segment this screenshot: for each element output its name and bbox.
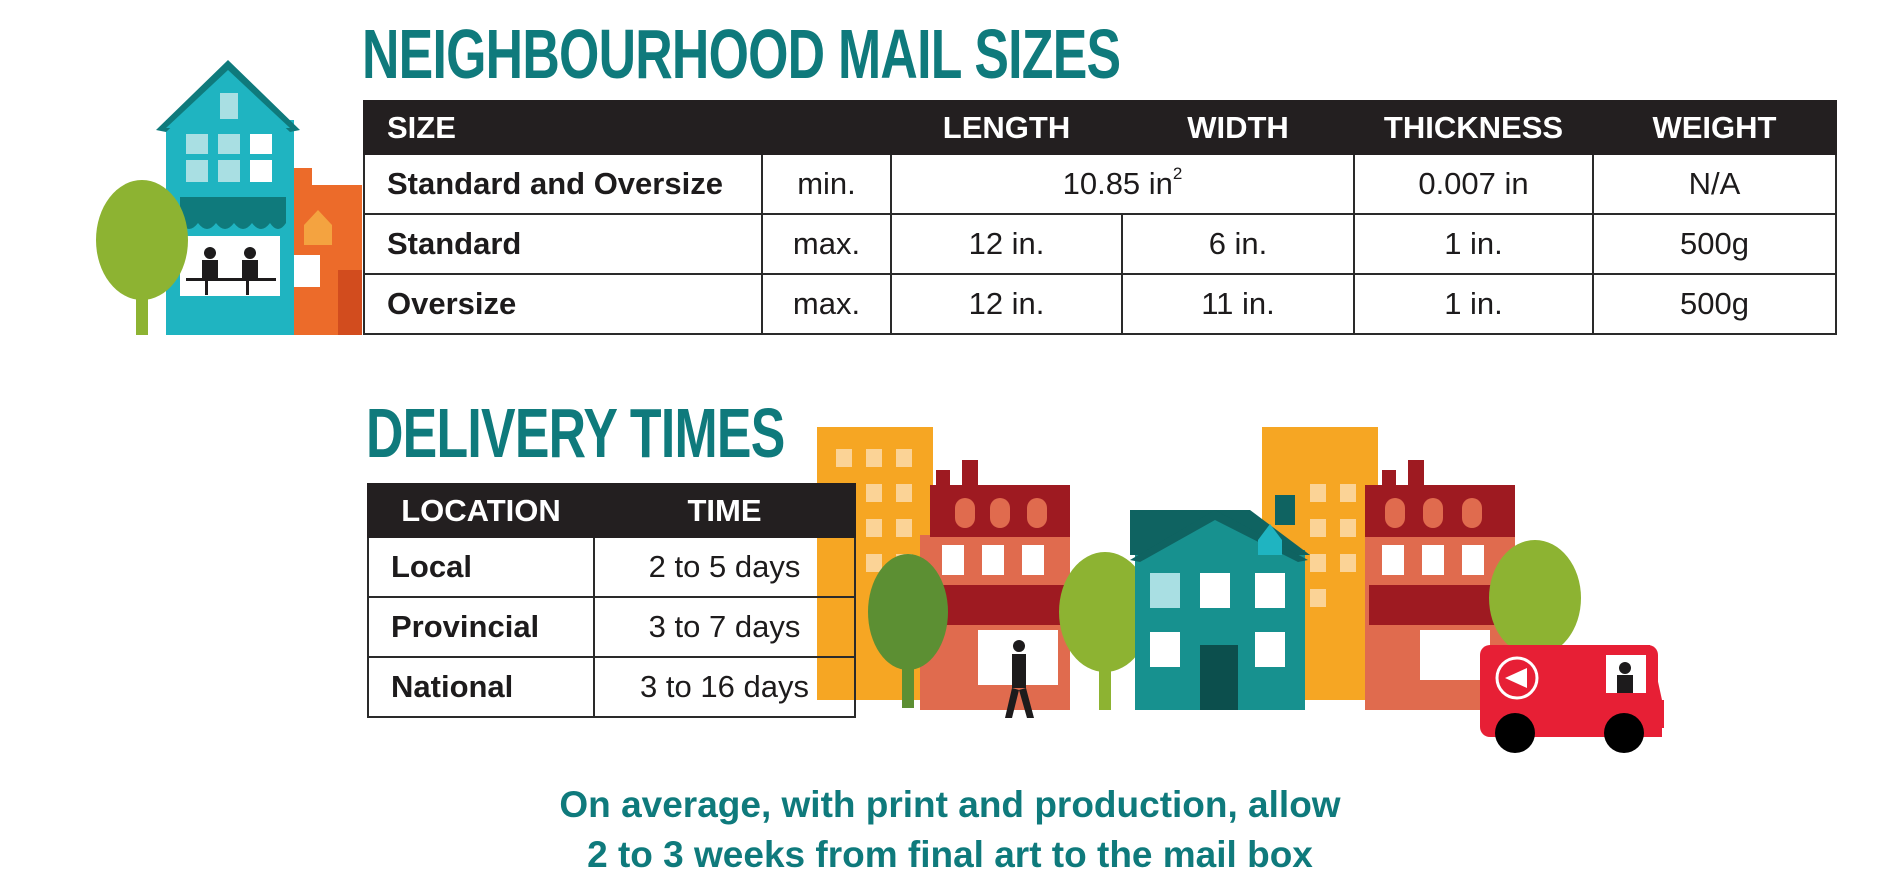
header-location: LOCATION (367, 483, 595, 538)
orange-tower-right (1262, 427, 1378, 700)
mail-truck (1480, 645, 1664, 753)
min-area: 10.85 in2 (890, 153, 1355, 215)
note-line-1: On average, with print and production, a… (559, 784, 1341, 825)
row-name: Standard (363, 213, 763, 275)
row-thickness: 0.007 in (1353, 153, 1594, 215)
row-limit: max. (761, 213, 892, 275)
header-size: SIZE (363, 100, 892, 155)
tree-middle (1059, 552, 1151, 672)
teal-house (166, 120, 294, 335)
table-row: National 3 to 16 days (367, 656, 856, 718)
mail-sizes-heading: NEIGHBOURHOOD MAIL SIZES (362, 15, 1121, 93)
row-time: 3 to 7 days (593, 596, 856, 658)
tree-dark (868, 554, 948, 670)
tree-right (1489, 540, 1581, 656)
row-time: 2 to 5 days (593, 536, 856, 598)
row-weight: 500g (1592, 213, 1837, 275)
row-name: Oversize (363, 273, 763, 335)
mail-sizes-table: SIZE LENGTH WIDTH THICKNESS WEIGHT Stand… (363, 100, 1837, 335)
delivery-times-table: LOCATION TIME Local 2 to 5 days Provinci… (367, 483, 856, 718)
row-thickness: 1 in. (1353, 273, 1594, 335)
row-width: 6 in. (1121, 213, 1355, 275)
delivery-times-heading: DELIVERY TIMES (366, 394, 785, 472)
table-row: Local 2 to 5 days (367, 536, 856, 598)
table-header-row: SIZE LENGTH WIDTH THICKNESS WEIGHT (363, 100, 1837, 155)
red-building-1 (920, 535, 1070, 710)
row-weight: 500g (1592, 273, 1837, 335)
table-row: Oversize max. 12 in. 11 in. 1 in. 500g (363, 273, 1837, 335)
table-row: Standard and Oversize min. 10.85 in2 0.0… (363, 153, 1837, 215)
note-line-2: 2 to 3 weeks from final art to the mail … (587, 834, 1313, 875)
row-width: 11 in. (1121, 273, 1355, 335)
row-limit: max. (761, 273, 892, 335)
table-row: Provincial 3 to 7 days (367, 596, 856, 658)
table-header-row: LOCATION TIME (367, 483, 856, 538)
row-weight: N/A (1592, 153, 1837, 215)
row-length: 12 in. (890, 273, 1123, 335)
header-width: WIDTH (1121, 100, 1355, 155)
row-thickness: 1 in. (1353, 213, 1594, 275)
row-limit: min. (761, 153, 892, 215)
teal-house-center (1135, 550, 1305, 710)
header-length: LENGTH (890, 100, 1123, 155)
header-weight: WEIGHT (1592, 100, 1837, 155)
row-name: Standard and Oversize (363, 153, 763, 215)
table-row: Standard max. 12 in. 6 in. 1 in. 500g (363, 213, 1837, 275)
row-time: 3 to 16 days (593, 656, 856, 718)
row-location: Local (367, 536, 595, 598)
row-length: 12 in. (890, 213, 1123, 275)
header-time: TIME (593, 483, 856, 538)
orange-building (292, 185, 362, 335)
tree (96, 180, 188, 300)
red-building-2 (1365, 535, 1515, 710)
row-location: National (367, 656, 595, 718)
header-thickness: THICKNESS (1353, 100, 1594, 155)
row-location: Provincial (367, 596, 595, 658)
